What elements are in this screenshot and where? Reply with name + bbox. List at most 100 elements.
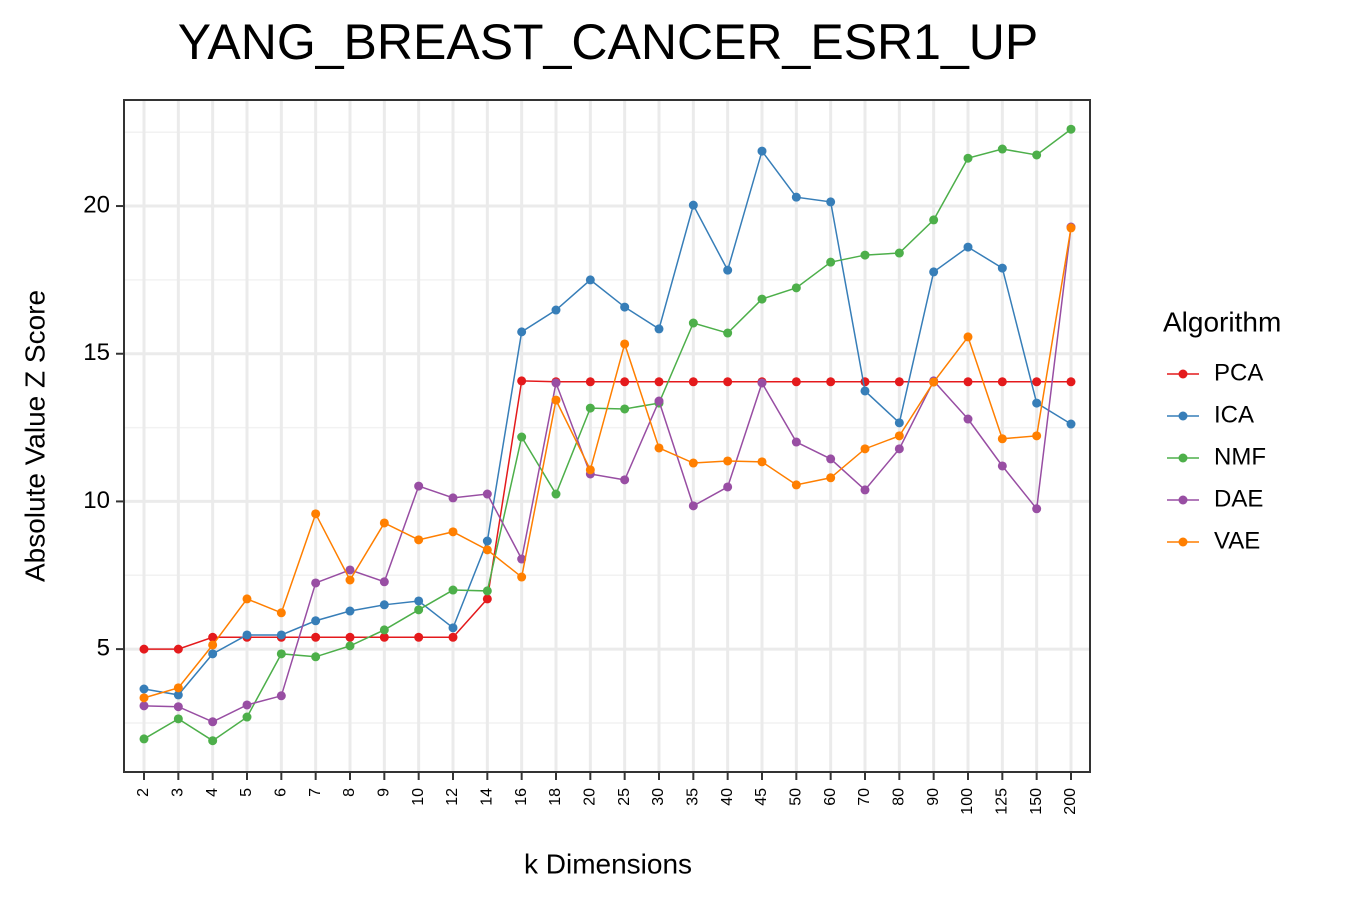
data-point [963,332,973,342]
data-point [860,377,870,387]
data-point [414,596,424,606]
data-point [276,649,286,659]
data-point [620,377,630,387]
data-point [414,605,424,615]
x-tick-label: 60 [822,788,839,806]
data-point [997,461,1007,471]
data-point [757,457,767,467]
data-point [723,456,733,466]
data-point [276,630,286,640]
data-point [139,684,149,694]
legend-label: NMF [1214,443,1266,470]
data-point [517,376,527,386]
data-point [551,305,561,315]
x-tick-label: 70 [856,788,873,806]
data-point [894,431,904,441]
data-point [1032,150,1042,160]
data-point [482,594,492,604]
series-line [143,226,1072,723]
data-point [585,275,595,285]
data-point [929,377,939,387]
data-point [208,649,218,659]
data-point [791,437,801,447]
data-point [414,535,424,545]
x-tick-label: 18 [547,788,564,806]
data-point [448,623,458,633]
y-axis-label: Absolute Value Z Score [19,290,50,582]
data-point [723,265,733,275]
data-point [620,475,630,485]
data-point [963,377,973,387]
data-point [448,493,458,503]
data-point [757,146,767,156]
x-tick-label: 45 [753,788,770,806]
data-point [517,432,527,442]
data-point [242,700,252,710]
data-point [345,565,355,575]
y-tick-label: 15 [83,339,110,366]
x-tick-label: 40 [719,788,736,806]
y-tick-label: 20 [83,191,110,218]
data-point [997,263,1007,273]
y-tick-label: 10 [83,487,110,514]
x-tick-label: 200 [1062,788,1079,815]
data-point [1032,504,1042,514]
data-point [791,192,801,202]
x-tick-label: 12 [444,788,461,806]
legend-swatch-point [1178,369,1188,379]
data-point [311,509,321,519]
data-point [482,586,492,596]
x-tick-label: 4 [204,788,221,797]
data-point [860,386,870,396]
x-tick-label: 10 [410,788,427,806]
data-point [585,377,595,387]
legend-label: VAE [1214,527,1260,554]
chart-title: YANG_BREAST_CANCER_ESR1_UP [178,14,1038,70]
x-tick-label: 20 [582,788,599,806]
data-point [963,414,973,424]
x-tick-label: 80 [891,788,908,806]
data-point [826,377,836,387]
data-point [311,652,321,662]
data-point [860,250,870,260]
x-tick-label: 90 [925,788,942,806]
data-point [311,616,321,626]
data-point [894,418,904,428]
data-point [688,377,698,387]
x-tick-label: 30 [650,788,667,806]
x-tick-label: 2 [135,788,152,797]
data-point [1066,419,1076,429]
data-point [894,444,904,454]
data-point [791,283,801,293]
data-point [208,736,218,746]
legend-swatch-point [1178,453,1188,463]
data-point [379,625,389,635]
panel-border [123,99,1091,773]
data-point [173,702,183,712]
x-axis-label: k Dimensions [524,848,692,879]
x-tick-label: 6 [273,788,290,797]
data-point [826,454,836,464]
data-point [894,377,904,387]
data-point [791,377,801,387]
legend-swatch-point [1178,537,1188,547]
data-point [448,632,458,642]
data-point [757,378,767,388]
data-point [826,197,836,207]
legend-label: ICA [1214,401,1254,428]
data-point [414,632,424,642]
x-tick-label: 14 [479,788,496,806]
data-point [963,153,973,163]
data-point [517,327,527,337]
data-point [139,693,149,703]
data-point [860,444,870,454]
x-tick-label: 25 [616,788,633,806]
data-point [1066,124,1076,134]
data-point [139,701,149,711]
x-tick-label: 5 [238,788,255,797]
data-point [757,294,767,304]
data-point [173,690,183,700]
data-point [242,630,252,640]
